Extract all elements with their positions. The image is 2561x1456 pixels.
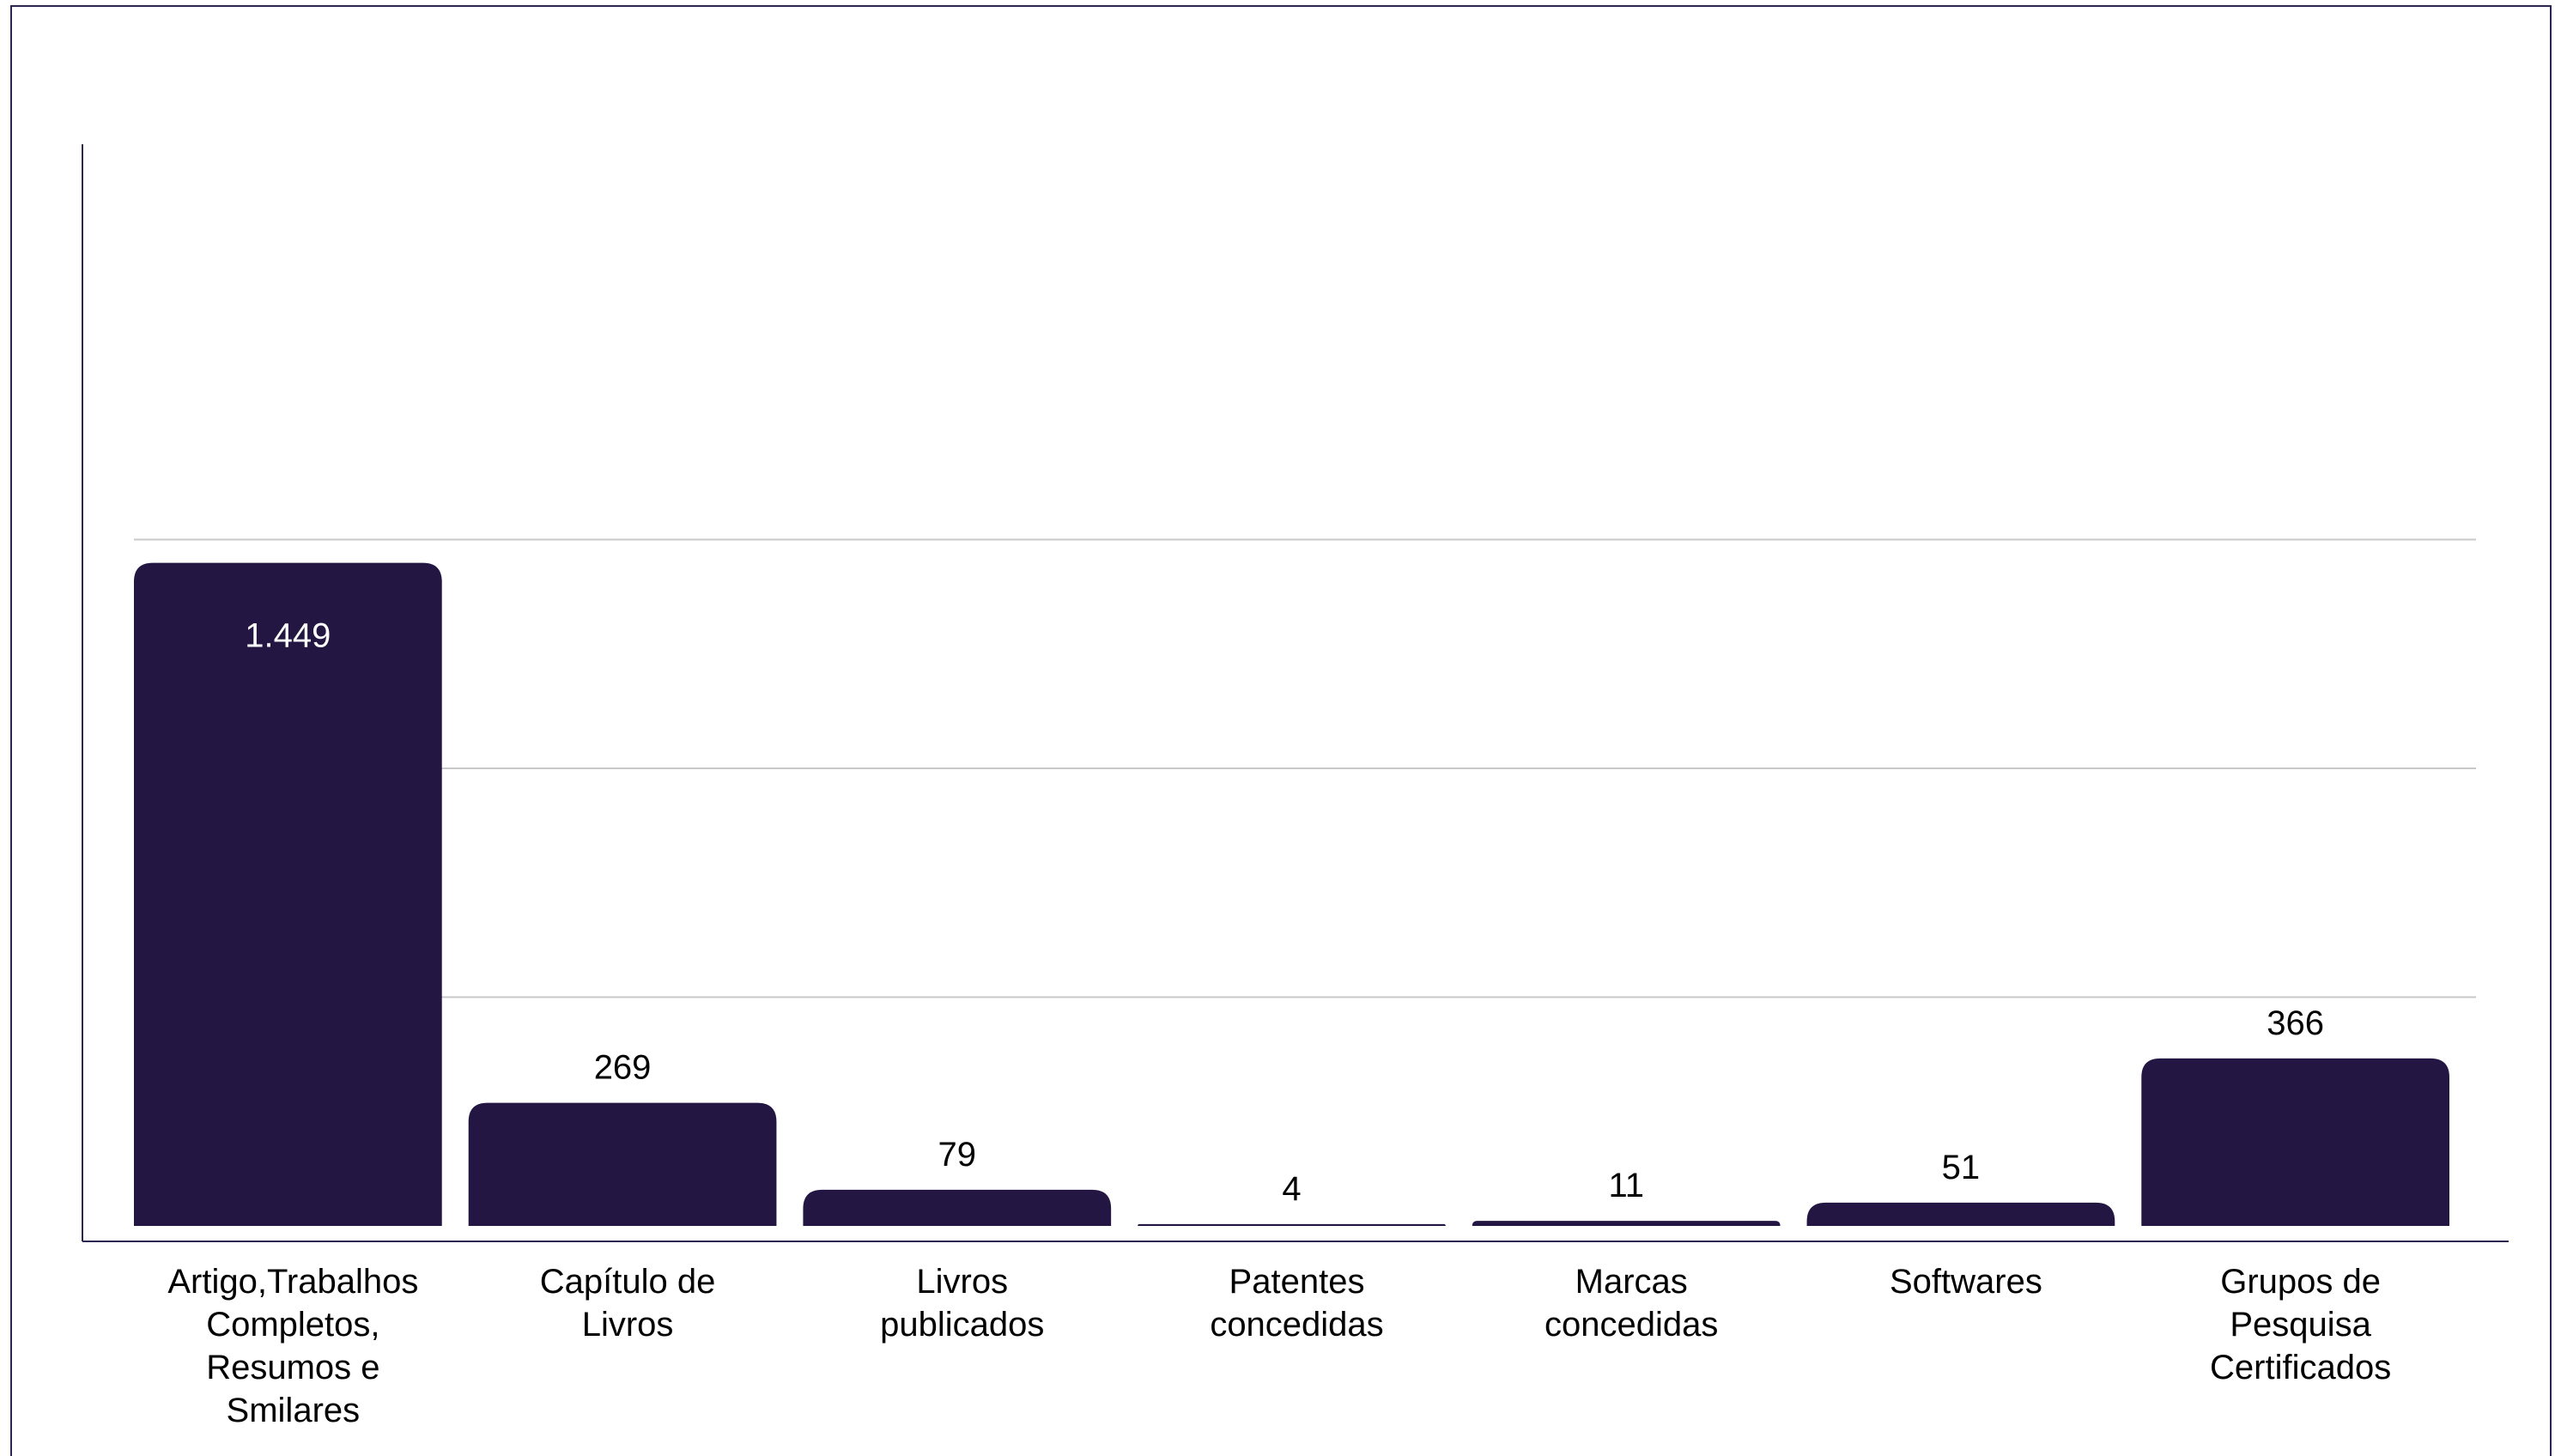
data-label: 269 (594, 1049, 652, 1087)
data-label: 79 (938, 1136, 977, 1174)
bar (1472, 1221, 1781, 1226)
x-tick-label-line: Marcas (1575, 1263, 1688, 1301)
bar (468, 1102, 777, 1226)
x-tick-label-line: Livros (582, 1306, 674, 1344)
bar (2141, 1058, 2449, 1226)
bar (1138, 1223, 1446, 1226)
value-labels: 1.449 269 79 4 11 51 366 (245, 617, 2324, 1208)
gridlines (134, 538, 2476, 998)
x-tick-label-line: Pesquisa (2230, 1306, 2371, 1344)
x-tick-label: Livros publicados (880, 1263, 1044, 1344)
data-label: 11 (1608, 1167, 1644, 1204)
x-tick-label-line: Smilares (227, 1392, 361, 1429)
x-tick-label-line: concedidas (1544, 1306, 1718, 1344)
x-tick-label: Artigo,Trabalhos Completos, Resumos e Smila… (167, 1263, 418, 1429)
x-tick-label-line: Artigo,Trabalhos (167, 1263, 418, 1301)
x-tick-label-line: Resumos e (206, 1349, 379, 1386)
chart-frame (10, 5, 2552, 1456)
x-tick-label-line: Softwares (1890, 1263, 2042, 1301)
x-tick-label-line: Certificados (2210, 1349, 2391, 1386)
x-tick-label-line: Livros (916, 1263, 1008, 1301)
x-tick-label: Marcas concedidas (1544, 1263, 1718, 1344)
x-tick-label: Capítulo de Livros (540, 1263, 716, 1344)
category-labels: Artigo,Trabalhos Completos, Resumos e Smila… (167, 1263, 2391, 1429)
data-label: 51 (1942, 1149, 1981, 1186)
bars (134, 562, 2449, 1226)
data-label: 1.449 (245, 617, 331, 655)
x-tick-label-line: Patentes (1229, 1263, 1365, 1301)
bar (1806, 1202, 2115, 1226)
x-tick-label-line: Grupos de (2220, 1263, 2381, 1301)
x-tick-label: Grupos de Pesquisa Certificados (2210, 1263, 2391, 1386)
bar (134, 562, 442, 1226)
x-tick-label: Patentes concedidas (1210, 1263, 1383, 1344)
data-label: 366 (2267, 1004, 2324, 1042)
x-tick-label-line: concedidas (1210, 1306, 1383, 1344)
x-tick-label-line: Completos, (206, 1306, 379, 1344)
x-tick-label-line: Capítulo de (540, 1263, 716, 1301)
x-tick-label: Softwares (1890, 1263, 2042, 1301)
data-label: 4 (1282, 1170, 1301, 1208)
x-tick-label-line: publicados (880, 1306, 1044, 1344)
bar (803, 1189, 1112, 1226)
